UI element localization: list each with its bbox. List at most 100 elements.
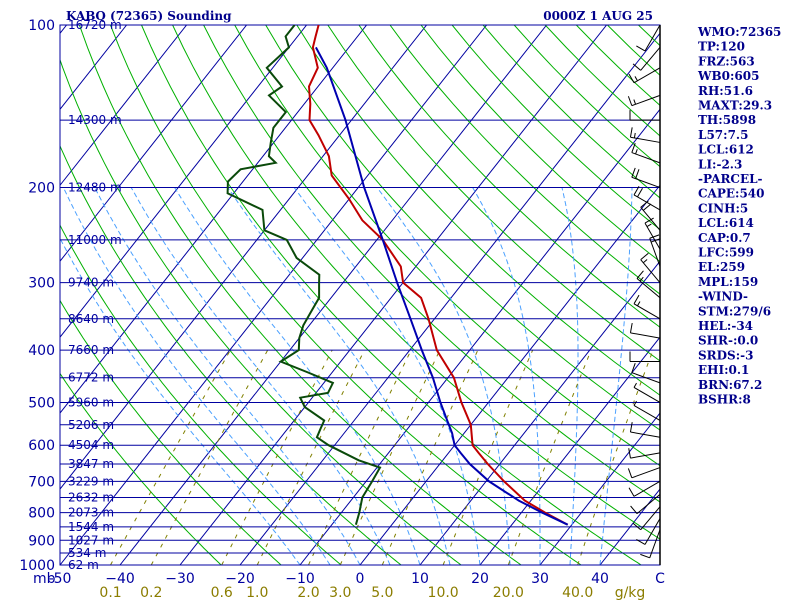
pressure-tick-label: 500 [28,395,55,411]
temperature-tick-label: −30 [165,571,195,587]
mixing-ratio-label: 0.1 [99,585,121,600]
index-entry: BSHR:8 [698,393,751,407]
index-entry: LCL:614 [698,216,754,230]
isotherm-line [60,25,247,263]
height-label: 2632 m [68,491,114,505]
wind-barb [633,303,661,320]
sounding-time: 0000Z 1 AUG 25 [543,9,653,23]
temperature-tick-label: 40 [591,571,609,587]
wind-barb-flag [640,200,649,208]
mixing-ratio-label: 10.0 [428,585,459,600]
index-entry: SRDS:-3 [698,348,753,362]
index-entry: HEL:-34 [698,319,753,333]
isotherm-line [0,25,7,565]
temperature-tick-label: -50 [49,571,72,587]
wind-barb [640,506,661,531]
wind-barb [631,152,661,164]
isotherm-line [299,108,660,565]
wind-barb [640,47,661,71]
pressure-tick-label: 700 [28,474,55,490]
isotherm-line [179,25,607,565]
mixing-ratio-line [256,349,365,565]
height-label: 3229 m [68,474,114,488]
temperature-tick-label: 20 [471,571,489,587]
dry-adiabat [172,25,660,540]
isobars [59,24,661,566]
wind-barb-flag [636,539,646,545]
height-label: 12480 m [68,181,122,195]
pressure-tick-label: 800 [28,506,55,522]
wind-barb [633,480,661,497]
wind-barb [631,94,661,107]
wind-barb-flag [633,132,636,139]
wind-barb-flag [632,63,642,71]
wind-barb [630,332,661,339]
wind-barb-flag [633,382,637,388]
wind-barb [631,176,661,189]
station-title: KABQ (72365) Sounding [66,9,232,23]
height-label: 534 m [68,546,106,560]
wind-barb [636,278,661,299]
moist-adiabat [227,187,451,565]
moist-adiabat [599,187,633,565]
index-entry: WB0:605 [697,69,759,83]
pressure-tick-label: 1000 [19,558,55,574]
wind-barb-flag [636,45,646,52]
index-entry: SHR-:0.0 [698,334,758,348]
wind-barb-flag [644,217,654,224]
pressure-tick-label: 300 [28,276,55,292]
wind-barb-flag [635,149,638,155]
index-entry: CINH:5 [698,201,748,215]
wind-barb-flag [628,448,631,459]
index-entry: EHI:0.1 [698,363,749,377]
index-entry: BRN:67.2 [698,378,762,392]
wind-barb-flag [628,73,635,84]
isotherm-line [419,260,660,565]
height-label: 1027 m [68,533,114,547]
mixing-ratio-unit-label: g/kg [615,585,646,600]
wind-barb-flag [640,553,650,559]
index-entry: LI:-2.3 [698,157,742,171]
parcel-line [315,46,569,526]
isotherm-line [60,25,427,490]
temperature-tick-label: 30 [531,571,549,587]
index-entry: STM:279/6 [698,304,771,318]
wind-barb [649,529,661,558]
wind-barb [633,67,661,84]
wind-barb-flag [633,400,637,406]
isotherm-line [479,336,660,565]
index-entry: RH:51.6 [698,84,753,98]
temperature-tick-label: 10 [411,571,429,587]
wind-barb [644,24,661,52]
temperature-tick-label: −20 [225,571,255,587]
pressure-tick-label: 100 [28,18,55,34]
dewpoint-line [226,25,382,525]
wind-barb-flag [632,522,642,531]
isotherm-line [239,32,660,565]
plot-frame [59,24,661,566]
index-entry: MPL:159 [698,275,758,289]
index-entry: CAPE:540 [698,187,765,201]
pressure-tick-label: 400 [28,343,55,359]
height-label: 62 m [68,558,99,572]
index-entry: -WIND- [698,290,748,304]
wind-barb-flag [646,223,652,228]
height-label: 14300 m [68,113,122,127]
wind-barb-flag [627,468,633,478]
wind-barb [633,194,661,211]
wind-barb [644,222,661,250]
isotherm-line [60,25,187,187]
wind-barb-flag [634,76,638,82]
height-label: 6772 m [68,371,114,385]
isotherm-line [119,25,547,565]
height-label: 8640 m [68,312,114,326]
isotherm-line [60,25,367,414]
wind-barbs [627,24,661,559]
wind-barb [633,405,661,421]
wind-barb-flag [631,143,636,153]
wind-barb-flag [631,167,636,178]
wind-barb-flag [637,187,643,198]
temperature-tick-label: 0 [356,571,365,587]
height-label: 11000 m [68,233,122,247]
